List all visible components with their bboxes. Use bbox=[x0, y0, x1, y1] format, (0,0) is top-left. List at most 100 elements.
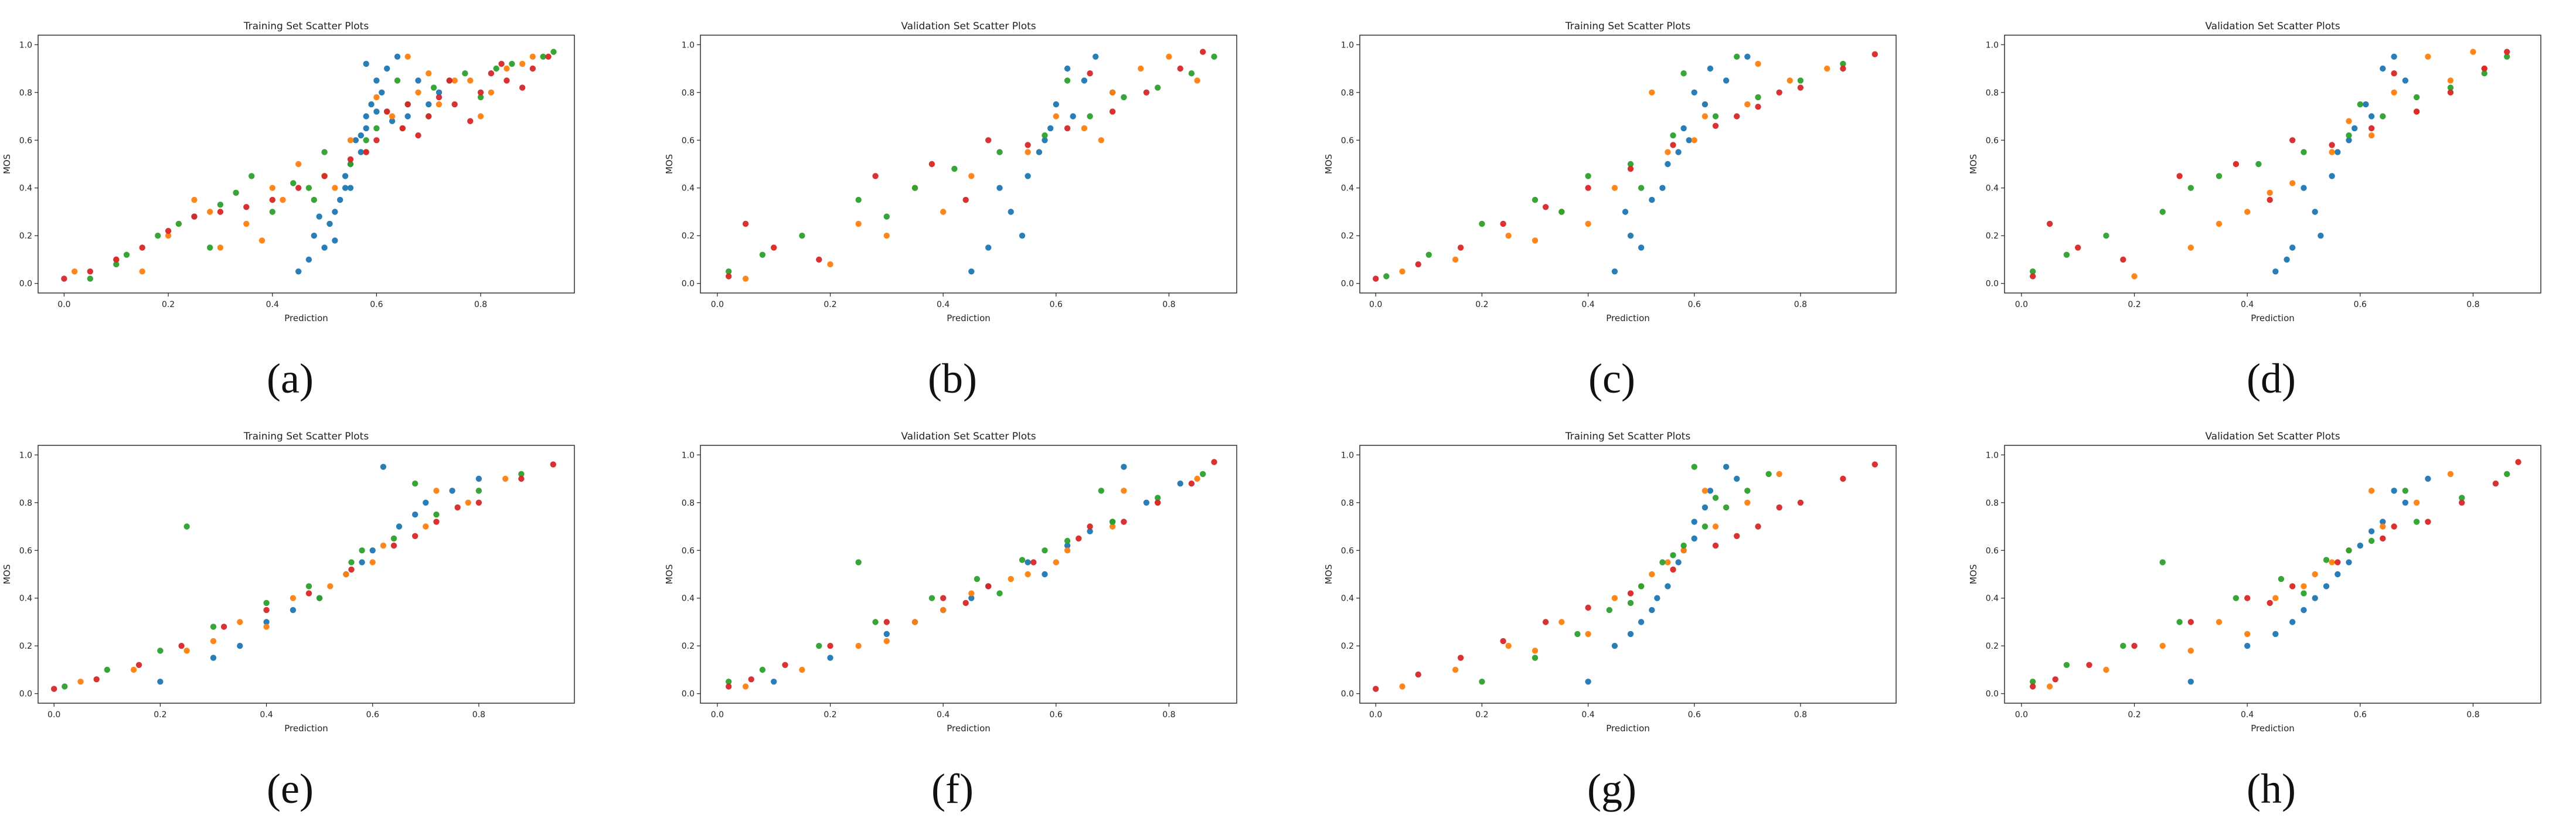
scatter-point-red bbox=[454, 504, 461, 511]
scatter-point-red bbox=[872, 173, 879, 179]
scatter-point-orange bbox=[210, 638, 217, 645]
scatter-panel-8: Validation Set Scatter Plots 0.0 0.2 0.4 0.6… bbox=[1968, 431, 2541, 734]
x-tick-label: 0.8 bbox=[2466, 300, 2479, 309]
y-tick-label: 1.0 bbox=[682, 451, 695, 460]
scatter-point-red bbox=[1712, 542, 1719, 549]
scatter-point-orange bbox=[883, 233, 890, 239]
scatter-point-red bbox=[726, 273, 732, 280]
scatter-point-orange bbox=[1649, 89, 1655, 96]
scatter-point-orange bbox=[2368, 488, 2375, 494]
scatter-point-orange bbox=[883, 638, 890, 645]
scatter-point-green bbox=[1585, 173, 1591, 179]
scatter-point-green bbox=[62, 683, 68, 690]
scatter-points bbox=[61, 49, 557, 282]
scatter-point-blue bbox=[396, 523, 403, 530]
subfigure-caption: (e) bbox=[267, 765, 314, 812]
scatter-point-red bbox=[742, 220, 749, 227]
x-tick-label: 0.8 bbox=[2466, 710, 2479, 720]
scatter-point-red bbox=[1585, 604, 1591, 611]
scatter-point-red bbox=[1755, 523, 1761, 530]
scatter-point-green bbox=[1670, 552, 1676, 558]
scatter-panel-7: Training Set Scatter Plots 0.0 0.2 0.4 0.6 0.… bbox=[1323, 431, 1897, 734]
subfigure-caption: (f) bbox=[931, 765, 974, 812]
scatter-point-blue bbox=[1121, 464, 1127, 470]
scatter-point-orange bbox=[451, 77, 458, 84]
scatter-point-orange bbox=[1680, 547, 1687, 554]
x-tick-label: 0.2 bbox=[2128, 710, 2141, 720]
scatter-point-blue bbox=[2312, 209, 2318, 215]
scatter-point-blue bbox=[423, 499, 429, 506]
scatter-point-green bbox=[996, 590, 1003, 597]
scatter-point-blue bbox=[311, 233, 317, 239]
scatter-point-green bbox=[2176, 619, 2183, 625]
scatter-point-red bbox=[1457, 655, 1464, 661]
x-tick-label: 0.8 bbox=[1162, 710, 1175, 720]
scatter-point-green bbox=[1744, 488, 1751, 494]
y-tick-label: 0.4 bbox=[682, 184, 695, 193]
scatter-point-green bbox=[1574, 631, 1581, 638]
scatter-point-blue bbox=[1622, 209, 1629, 215]
scatter-point-red bbox=[135, 662, 142, 669]
scatter-point-orange bbox=[258, 237, 266, 244]
scatter-point-blue bbox=[1638, 619, 1645, 625]
scatter-point-orange bbox=[488, 89, 495, 96]
scatter-point-blue bbox=[295, 268, 302, 275]
scatter-point-blue bbox=[263, 619, 270, 625]
scatter-point-green bbox=[1797, 77, 1804, 84]
x-tick-label: 0.6 bbox=[1050, 710, 1063, 720]
scatter-point-red bbox=[1542, 204, 1549, 210]
scatter-point-red bbox=[220, 623, 227, 630]
scatter-point-red bbox=[51, 686, 57, 692]
scatter-point-green bbox=[540, 53, 546, 60]
scatter-point-red bbox=[477, 89, 484, 96]
scatter-point-green bbox=[87, 275, 93, 282]
scatter-point-orange bbox=[139, 268, 145, 275]
scatter-point-orange bbox=[503, 65, 510, 72]
scatter-point-orange bbox=[1025, 571, 1031, 578]
scatter-point-orange bbox=[295, 161, 302, 168]
x-tick-label: 0.4 bbox=[2241, 300, 2254, 309]
scatter-point-orange bbox=[2103, 666, 2109, 673]
scatter-point-red bbox=[2289, 137, 2296, 144]
scatter-point-orange bbox=[477, 113, 484, 120]
scatter-points bbox=[2030, 459, 2521, 690]
scatter-point-orange bbox=[1786, 77, 1793, 84]
scatter-point-blue bbox=[394, 53, 401, 60]
scatter-point-green bbox=[1098, 488, 1105, 494]
scatter-point-red bbox=[1143, 89, 1150, 96]
scatter-point-blue bbox=[1675, 149, 1682, 155]
scatter-point-red bbox=[1155, 499, 1161, 506]
scatter-point-orange bbox=[968, 173, 975, 179]
x-axis-label: Prediction bbox=[2251, 313, 2295, 323]
scatter-point-red bbox=[243, 204, 250, 210]
y-tick-label: 0.4 bbox=[1986, 184, 1999, 193]
scatter-point-red bbox=[2187, 619, 2194, 625]
scatter-point-green bbox=[113, 261, 120, 268]
scatter-points bbox=[1373, 461, 1878, 692]
scatter-point-orange bbox=[1053, 113, 1060, 120]
scatter-point-green bbox=[104, 666, 110, 673]
scatter-point-red bbox=[1373, 686, 1379, 692]
scatter-point-red bbox=[1109, 108, 1116, 115]
scatter-point-orange bbox=[2391, 89, 2397, 96]
scatter-point-green bbox=[155, 233, 161, 239]
y-tick-label: 0.2 bbox=[682, 642, 695, 651]
scatter-point-orange bbox=[2131, 273, 2138, 280]
scatter-point-red bbox=[2075, 244, 2081, 251]
scatter-point-blue bbox=[389, 118, 396, 124]
scatter-point-orange bbox=[423, 523, 429, 530]
scatter-point-green bbox=[726, 679, 732, 685]
scatter-point-orange bbox=[426, 70, 432, 77]
scatter-point-green bbox=[210, 623, 217, 630]
scatter-point-green bbox=[123, 251, 130, 258]
scatter-point-blue bbox=[2272, 268, 2279, 275]
scatter-point-red bbox=[488, 70, 495, 77]
scatter-point-blue bbox=[2284, 256, 2290, 263]
y-tick-label: 1.0 bbox=[1341, 451, 1354, 460]
scatter-point-red bbox=[2046, 220, 2053, 227]
scatter-point-red bbox=[467, 118, 474, 124]
scatter-point-red bbox=[771, 244, 777, 251]
scatter-point-red bbox=[446, 77, 452, 84]
scatter-point-red bbox=[412, 533, 418, 539]
scatter-point-red bbox=[2233, 161, 2240, 168]
